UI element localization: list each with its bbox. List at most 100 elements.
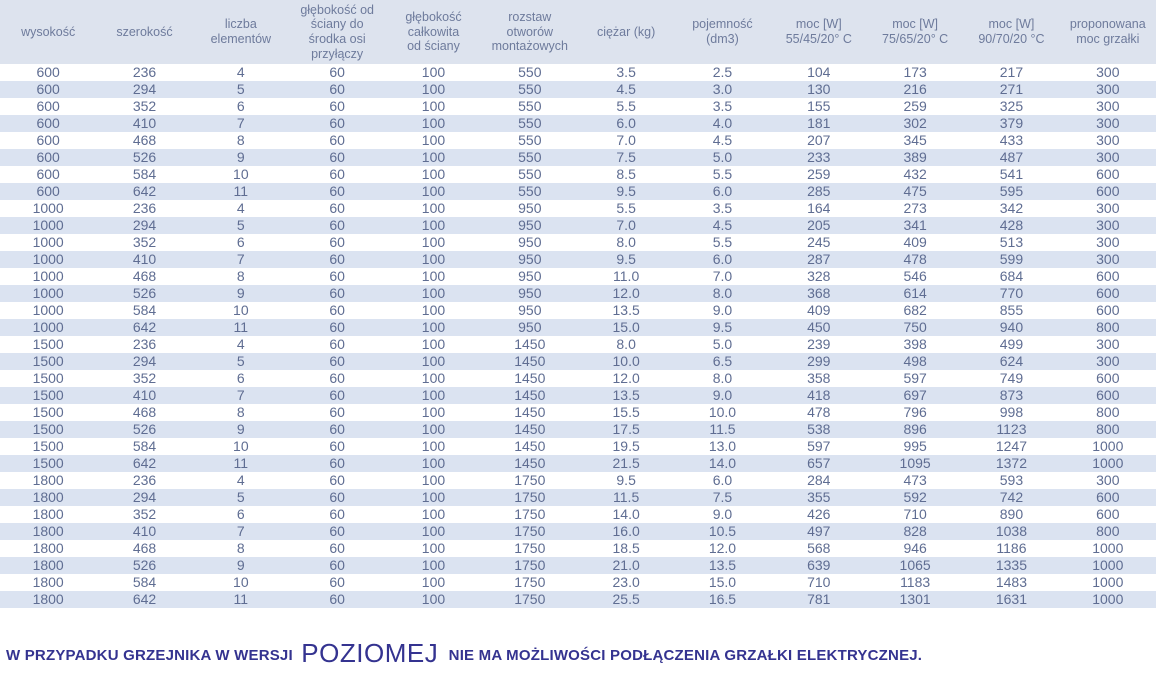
table-row: 1800 294 5 60 100 1750 11.5 7.5 355 592 742 600 [0,489,1156,506]
table-row: 600 236 4 60 100 550 3.5 2.5 104 173 217 300 [0,64,1156,81]
cell: 60 [288,421,386,438]
cell: 100 [385,149,482,166]
cell: 600 [1096,506,1120,522]
cell: 428 [963,217,1060,234]
cell: 100 [385,251,482,268]
cell: 9 [192,421,289,438]
cell: 433 [999,132,1024,148]
cell: 100 [421,200,446,216]
cell: 398 [903,336,927,352]
cell: 498 [866,353,964,370]
cell: 550 [481,115,578,132]
cell: 100 [421,132,446,148]
cell: 1000 [1092,438,1124,454]
column-header-10: moc [W] 90/70/20 °C [963,0,1060,64]
cell: 342 [999,200,1024,216]
cell: 25.5 [577,591,675,608]
cell: 1450 [514,404,546,420]
cell: 600 [36,166,60,182]
cell: 4 [236,64,245,80]
cell: 239 [807,336,831,352]
cell: 300 [1096,132,1120,148]
cell: 60 [288,557,386,574]
cell: 60 [288,81,386,98]
cell: 1372 [963,455,1060,472]
cell: 409 [807,302,831,318]
cell: 60 [329,336,345,352]
cell: 600 [0,115,97,132]
cell: 9.5 [577,251,675,268]
cell: 624 [963,353,1060,370]
cell: 1450 [514,370,546,386]
cell: 600 [1059,387,1156,404]
cell: 100 [385,319,482,336]
cell: 9 [192,285,289,302]
cell: 550 [481,81,578,98]
cell: 345 [903,132,927,148]
table-row: 1800 236 4 60 100 1750 9.5 6.0 284 473 593 300 [0,472,1156,489]
column-header-2: liczba elementów [192,0,289,64]
cell: 13.0 [708,438,737,454]
cell: 300 [1096,472,1120,488]
cell: 60 [288,387,386,404]
cell: 11.5 [577,489,675,506]
cell: 100 [421,98,446,114]
cell: 600 [36,64,60,80]
cell: 60 [329,404,345,420]
cell: 10.0 [577,353,675,370]
cell: 15.0 [577,319,675,336]
table-row: 1000 236 4 60 100 950 5.5 3.5 164 273 342 300 [0,200,1156,217]
cell: 11.0 [613,268,640,284]
cell: 6.0 [674,251,771,268]
cell: 10.0 [708,404,737,420]
table-row: 600 294 5 60 100 550 4.5 3.0 130 216 271 300 [0,81,1156,98]
cell: 487 [963,149,1060,166]
cell: 599 [963,251,1060,268]
cell: 1301 [866,591,964,608]
cell: 750 [866,319,964,336]
cell: 1450 [481,421,578,438]
cell: 1500 [32,336,64,352]
cell: 526 [96,557,193,574]
cell: 468 [132,132,157,148]
cell: 302 [866,115,964,132]
cell: 684 [999,268,1024,284]
cell: 1000 [32,268,64,284]
cell: 1186 [996,540,1027,556]
cell: 550 [518,64,542,80]
cell: 998 [999,404,1024,420]
cell: 584 [132,438,157,454]
cell: 584 [132,574,157,590]
cell: 19.5 [612,438,640,454]
cell: 7 [192,387,289,404]
cell: 352 [132,370,157,386]
cell: 389 [866,149,964,166]
table-row: 1500 352 6 60 100 1450 12.0 8.0 358 597 749 600 [0,370,1156,387]
cell: 499 [999,336,1024,352]
cell: 294 [96,489,193,506]
cell: 287 [770,251,867,268]
cell: 60 [329,472,345,488]
cell: 259 [903,98,927,114]
cell: 410 [96,523,193,540]
cell: 60 [288,319,386,336]
cell: 946 [903,540,927,556]
cell: 1750 [514,472,546,488]
cell: 7 [192,251,289,268]
cell: 592 [866,489,964,506]
cell: 236 [132,200,157,216]
cell: 682 [903,302,927,318]
cell: 60 [288,217,386,234]
cell: 796 [903,404,927,420]
cell: 5.0 [674,149,771,166]
table-row: 1800 584 10 60 100 1750 23.0 15.0 710 1183 1483 100… [0,574,1156,591]
cell: 60 [329,64,345,80]
cell: 950 [518,234,542,250]
cell: 600 [1096,370,1120,386]
cell: 300 [1059,353,1156,370]
cell: 1750 [481,489,578,506]
cell: 233 [770,149,867,166]
cell: 475 [866,183,964,200]
cell: 13.5 [612,302,640,318]
cell: 418 [770,387,867,404]
